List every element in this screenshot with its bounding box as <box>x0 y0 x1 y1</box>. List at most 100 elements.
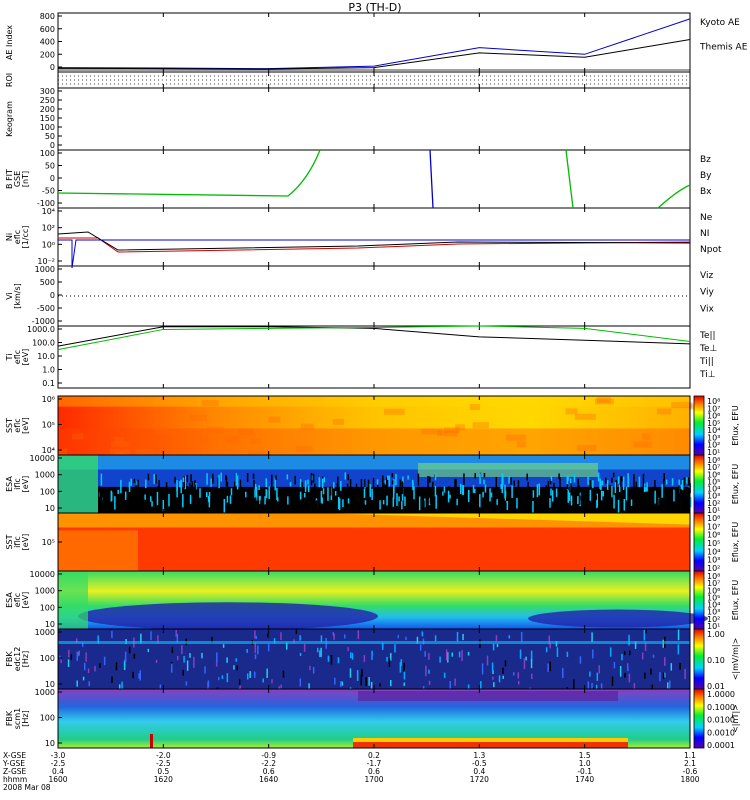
y-tick-esa_i-3: 10 <box>45 504 55 513</box>
panels: 800 600 400 200 0 AE Index Kyoto AE Themis AE RO… <box>5 12 748 750</box>
colorbar-tick-esa_i-0: 10⁸ <box>707 456 720 465</box>
legend-bfit-2: Bx <box>700 187 712 197</box>
legend-ni-1: NI <box>700 229 709 239</box>
y-label-esa_i-0: ESA <box>5 476 14 492</box>
y-label-bfit-0: B FIT <box>5 169 14 189</box>
y-label-roi-0: ROI <box>5 73 14 87</box>
x-tick-1-3: 1620 <box>154 775 173 784</box>
colorbar-tick-sst_i-6: 10² <box>707 564 720 573</box>
colorbar-tick-sst_i-3: 10⁵ <box>707 539 720 548</box>
legend-ni-2: Npot <box>700 245 722 255</box>
colorbar-tick-sst_i-1: 10⁷ <box>707 522 720 531</box>
x-tick-0-2: 0.4 <box>52 767 64 776</box>
colorbar-tick-fbk_e-0: 1.00 <box>707 630 725 639</box>
y-tick-ti-0: 1000.0 <box>27 325 55 334</box>
y-label-ti-0: Ti <box>5 354 14 362</box>
colorbar-esa_e <box>693 570 705 630</box>
colorbar-label-sst_i: Eflux, EFU <box>731 522 740 563</box>
x-tick-5-1: 1.0 <box>579 759 591 768</box>
y-tick-ti-1: 100.0 <box>32 339 55 348</box>
y-tick-fbk_e-0: 1000 <box>35 628 55 637</box>
y-tick-keo-2: 200 <box>40 105 55 114</box>
x-tick-1-0: -2.0 <box>156 751 171 760</box>
y-label-esa_e-0: ESA <box>5 592 14 608</box>
y-tick-keo-3: 150 <box>40 114 55 123</box>
y-tick-ae-2: 400 <box>40 38 55 47</box>
y-tick-sst_e-1: 10⁵ <box>42 421 55 430</box>
y-tick-sst_i-0: 10⁵ <box>42 538 55 547</box>
legend-vi-1: Viy <box>700 288 714 298</box>
y-label-ni-1: eflc <box>13 230 22 244</box>
y-tick-ae-3: 200 <box>40 50 55 59</box>
y-tick-ae-1: 600 <box>40 25 55 34</box>
colorbar-tick-esa_e-2: 10⁶ <box>707 586 720 595</box>
y-tick-fbk_e-1: 100 <box>40 654 55 663</box>
y-tick-vi-2: 0 <box>50 291 55 300</box>
x-tick-6-2: -0.6 <box>683 767 698 776</box>
colorbar-tick-sst_e-3: 10⁵ <box>707 419 720 428</box>
panel-sst_e-image <box>58 396 690 455</box>
x-row-label-3: hhmm <box>3 775 27 784</box>
y-label-esa_e-2: [eV] <box>21 592 30 609</box>
colorbar-tick-esa_i-5: 10³ <box>707 492 720 501</box>
x-tick-3-3: 1700 <box>364 775 383 784</box>
colorbar-tick-fbk_b-3: 0.0010 <box>707 728 735 737</box>
series-ni <box>57 231 691 251</box>
panel-bfit: 100 50 0 -50 -100 B FIT GSE [nT] Bz By Bx <box>5 149 712 209</box>
panel-ae: 800 600 400 200 0 AE Index Kyoto AE Themis AE <box>5 12 748 73</box>
colorbar-tick-esa_i-3: 10⁵ <box>707 477 720 486</box>
y-tick-vi-4: -1000 <box>32 317 55 326</box>
legend-ti-2: Ti|| <box>699 357 714 367</box>
y-label-ni-0: Ni <box>5 233 14 241</box>
panel-frame-ae <box>57 12 691 73</box>
panel-roi: ROI <box>5 71 691 89</box>
y-label-ae-0: AE Index <box>5 25 14 60</box>
x-tick-2-1: -2.2 <box>261 759 276 768</box>
y-tick-keo-6: 0 <box>50 141 55 150</box>
y-tick-ti-2: 10.0 <box>37 352 55 361</box>
series-te-par <box>57 326 691 347</box>
colorbar-tick-esa_e-3: 10⁵ <box>707 593 720 602</box>
series-bfit-segment-1 <box>429 149 434 209</box>
panel-ni: 10⁴ 10² 10⁰ 10⁻² Ni eflc [1/cc] Ne NI Npot <box>5 207 722 267</box>
y-tick-vi-3: -500 <box>37 304 55 313</box>
y-tick-bfit-4: -100 <box>37 199 55 208</box>
legend-bfit-0: Bz <box>700 155 711 165</box>
colorbar-tick-esa_i-2: 10⁶ <box>707 470 720 479</box>
y-tick-ni-0: 10⁴ <box>42 207 55 216</box>
y-label-sst_e-0: SST <box>5 418 14 433</box>
y-label-ni-2: [1/cc] <box>21 226 30 249</box>
y-tick-ae-4: 0 <box>50 63 55 72</box>
y-tick-bfit-3: -50 <box>42 187 55 196</box>
y-tick-bfit-1: 50 <box>45 162 55 171</box>
y-tick-vi-1: 500 <box>40 278 55 287</box>
legend-ti-3: Ti⊥ <box>699 370 716 380</box>
colorbar-sst_e <box>693 395 705 456</box>
y-tick-sst_e-2: 10⁴ <box>42 446 55 455</box>
legend-bfit-1: By <box>700 171 712 181</box>
y-tick-esa_i-1: 1000 <box>35 471 55 480</box>
y-tick-fbk_b-0: 1000 <box>35 688 55 697</box>
legend-ae-1: Themis AE <box>699 43 748 53</box>
colorbar-tick-sst_e-1: 10⁷ <box>707 404 720 413</box>
colorbar-tick-sst_e-6: 10² <box>707 441 720 450</box>
x-tick-6-3: 1800 <box>680 775 699 784</box>
y-label-esa_i-2: [eV] <box>21 476 30 493</box>
colorbar-tick-fbk_b-4: 0.0001 <box>707 741 735 750</box>
y-tick-esa_e-2: 100 <box>40 603 55 612</box>
x-tick-3-2: 0.6 <box>368 767 380 776</box>
x-tick-5-3: 1740 <box>575 775 594 784</box>
series-ti-par <box>57 325 691 351</box>
x-tick-6-0: 1.1 <box>684 751 696 760</box>
colorbar-tick-fbk_b-1: 0.1000 <box>707 703 735 712</box>
y-tick-keo-0: 300 <box>40 87 55 96</box>
x-tick-3-1: -1.7 <box>367 759 382 768</box>
y-label-fbk_e-1: edc12 <box>13 647 22 672</box>
legend-ni-0: Ne <box>700 213 713 223</box>
x-row-label-4: 2008 Mar 08 <box>3 783 51 792</box>
